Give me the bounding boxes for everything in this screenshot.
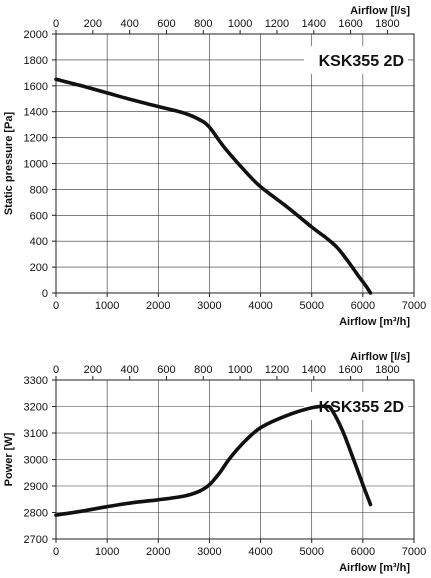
x2-tick-label: 1600 (338, 364, 362, 376)
x-tick-label: 0 (53, 546, 59, 558)
x-tick-label: 6000 (351, 546, 375, 558)
y-tick-label: 600 (30, 210, 48, 222)
model-label-box (304, 46, 408, 74)
x-tick-label: 5000 (299, 546, 323, 558)
x-tick-label: 1000 (95, 300, 119, 312)
y-tick-label: 800 (30, 184, 48, 196)
x2-tick-label: 1800 (375, 18, 399, 30)
y-tick-label: 1000 (24, 159, 48, 171)
x2-tick-label: 0 (53, 18, 59, 30)
series-curve (54, 404, 373, 517)
y-axis-title: Power [W] (3, 432, 15, 486)
y-tick-label: 3000 (24, 455, 48, 467)
y-tick-label: 2900 (24, 481, 48, 493)
x2-tick-label: 400 (120, 18, 138, 30)
x2-tick-label: 400 (120, 364, 138, 376)
y-tick-label: 1600 (24, 81, 48, 93)
x-tick-label: 4000 (248, 546, 272, 558)
x2-tick-label: 1600 (338, 18, 362, 30)
x2-tick-label: 200 (84, 18, 102, 30)
x2-tick-label: 1000 (228, 364, 252, 376)
y-tick-label: 3300 (24, 375, 48, 387)
x-tick-label: 7000 (402, 546, 426, 558)
x-tick-label: 5000 (299, 300, 323, 312)
x2-axis-title: Airflow [l/s] (350, 5, 410, 17)
x2-tick-label: 1800 (375, 364, 399, 376)
x-tick-label: 3000 (197, 300, 221, 312)
x-tick-label: 7000 (402, 300, 426, 312)
y-tick-label: 3200 (24, 402, 48, 414)
x-axis-title: Airflow [m³/h] (339, 316, 410, 328)
x-tick-label: 2000 (146, 300, 170, 312)
x2-tick-label: 600 (157, 364, 175, 376)
series-curve (54, 77, 373, 295)
x-tick-label: 2000 (146, 546, 170, 558)
x2-tick-label: 1400 (302, 18, 326, 30)
x2-tick-label: 800 (194, 18, 212, 30)
y-tick-label: 0 (42, 288, 48, 300)
model-label: KSK355 2D (319, 399, 404, 416)
y-tick-label: 1200 (24, 133, 48, 145)
x2-tick-label: 600 (157, 18, 175, 30)
y-tick-label: 3100 (24, 428, 48, 440)
x-tick-label: 4000 (248, 300, 272, 312)
y-tick-label: 2800 (24, 508, 48, 520)
x2-tick-label: 800 (194, 364, 212, 376)
x-tick-label: 1000 (95, 546, 119, 558)
y-tick-label: 1800 (24, 55, 48, 67)
y-tick-label: 400 (30, 236, 48, 248)
x-axis-title: Airflow [m³/h] (339, 562, 410, 574)
y-tick-label: 2000 (24, 29, 48, 41)
x2-tick-label: 1200 (265, 18, 289, 30)
x-tick-label: 6000 (351, 300, 375, 312)
x2-tick-label: 200 (84, 364, 102, 376)
x2-axis-title: Airflow [l/s] (350, 351, 410, 363)
x2-tick-label: 0 (53, 364, 59, 376)
model-label: KSK355 2D (319, 53, 404, 70)
y-axis-title: Static pressure [Pa] (3, 112, 15, 216)
y-tick-label: 2700 (24, 534, 48, 546)
x2-tick-label: 1200 (265, 364, 289, 376)
y-tick-label: 1400 (24, 107, 48, 119)
x-tick-label: 3000 (197, 546, 221, 558)
x-tick-label: 0 (53, 300, 59, 312)
x2-tick-label: 1000 (228, 18, 252, 30)
x2-tick-label: 1400 (302, 364, 326, 376)
y-tick-label: 200 (30, 262, 48, 274)
